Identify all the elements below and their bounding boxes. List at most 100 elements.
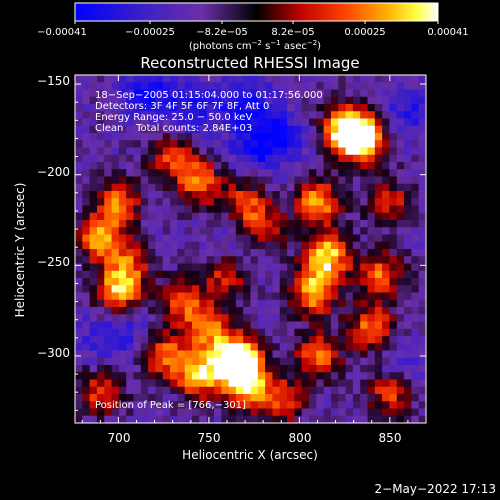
heatmap-cell — [257, 183, 266, 192]
heatmap-cell — [235, 234, 244, 243]
heatmap-cell — [89, 125, 98, 134]
heatmap-cell — [82, 89, 91, 98]
heatmap-cell — [367, 256, 376, 264]
heatmap-cell — [89, 357, 98, 366]
heatmap-cell — [316, 147, 325, 156]
heatmap-cell — [177, 125, 186, 134]
heatmap-cell — [309, 401, 317, 409]
heatmap-cell — [257, 125, 266, 134]
heatmap-cell — [155, 415, 164, 424]
heatmap-cell — [272, 365, 281, 373]
heatmap-cell — [404, 154, 412, 163]
heatmap-cell — [111, 263, 120, 272]
heatmap-cell — [82, 299, 91, 308]
heatmap-cell — [338, 198, 346, 206]
heatmap-cell — [126, 285, 134, 293]
heatmap-cell — [162, 234, 171, 243]
heatmap-cell — [404, 220, 412, 228]
heatmap-cell — [294, 118, 303, 127]
heatmap-cell — [367, 386, 376, 395]
heatmap-cell — [352, 379, 361, 388]
heatmap-cell — [155, 386, 164, 395]
heatmap-cell — [140, 249, 149, 257]
heatmap-cell — [140, 314, 149, 322]
heatmap-cell — [96, 379, 105, 388]
heatmap-cell — [294, 154, 303, 163]
heatmap-cell — [404, 299, 412, 308]
heatmap-cell — [367, 263, 376, 272]
heatmap-cell — [418, 299, 427, 308]
heatmap-cell — [287, 96, 295, 105]
heatmap-cell — [396, 89, 405, 98]
heatmap-cell — [104, 328, 112, 337]
heatmap-cell — [177, 118, 186, 127]
colorbar-unit-label: (photons cm−2 s−1 asec−2) — [189, 39, 321, 52]
heatmap-cell — [316, 314, 325, 322]
heatmap-cell — [382, 299, 390, 308]
heatmap-cell — [367, 372, 376, 380]
heatmap-cell — [257, 379, 266, 388]
heatmap-cell — [301, 415, 310, 424]
heatmap-cell — [352, 234, 361, 243]
heatmap-cell — [279, 285, 288, 293]
heatmap-cell — [374, 169, 383, 177]
heatmap-cell — [235, 183, 244, 192]
heatmap-cell — [323, 89, 332, 98]
heatmap-cell — [126, 111, 134, 119]
heatmap-cell — [75, 75, 83, 83]
y-tick-label-200: −200 — [37, 165, 70, 179]
heatmap-cell — [170, 372, 178, 380]
heatmap-cell — [177, 154, 186, 163]
heatmap-cell — [360, 249, 368, 257]
heatmap-cell — [404, 183, 412, 192]
heatmap-cell — [111, 321, 120, 330]
heatmap-cell — [184, 278, 193, 286]
heatmap-cell — [294, 183, 303, 192]
heatmap-cell — [294, 234, 303, 243]
heatmap-cell — [338, 205, 346, 214]
heatmap-cell — [126, 372, 134, 380]
heatmap-cell — [118, 350, 127, 359]
heatmap-cell — [374, 191, 383, 199]
heatmap-cell — [82, 162, 91, 170]
heatmap-cell — [330, 82, 339, 90]
heatmap-cell — [192, 256, 200, 264]
heatmap-cell — [360, 321, 368, 330]
heatmap-cell — [118, 241, 127, 250]
heatmap-cell — [192, 379, 200, 388]
heatmap-cell — [126, 82, 134, 90]
heatmap-cell — [404, 372, 412, 380]
heatmap-cell — [418, 133, 427, 141]
heatmap-cell — [250, 328, 259, 337]
heatmap-cell — [235, 365, 244, 373]
heatmap-cell — [272, 292, 281, 301]
heatmap-cell — [140, 234, 149, 243]
heatmap-cell — [184, 191, 193, 199]
heatmap-cell — [199, 96, 208, 105]
heatmap-cell — [316, 394, 325, 402]
heatmap-cell — [418, 372, 427, 380]
heatmap-cell — [82, 357, 91, 366]
heatmap-cell — [75, 227, 83, 235]
heatmap-cell — [316, 343, 325, 351]
heatmap-cell — [323, 299, 332, 308]
heatmap-cell — [330, 241, 339, 250]
heatmap-cell — [279, 125, 288, 134]
heatmap-cell — [221, 285, 229, 293]
heatmap-cell — [316, 285, 325, 293]
heatmap-cell — [323, 285, 332, 293]
heatmap-cell — [148, 234, 156, 243]
heatmap-cell — [250, 147, 259, 156]
heatmap-cell — [272, 234, 281, 243]
heatmap-cell — [294, 140, 303, 148]
heatmap-cell — [228, 125, 237, 134]
heatmap-cell — [89, 198, 98, 206]
heatmap-cell — [126, 205, 134, 214]
heatmap-cell — [345, 249, 354, 257]
heatmap-cell — [418, 227, 427, 235]
heatmap-cell — [404, 292, 412, 301]
heatmap-cell — [382, 256, 390, 264]
heatmap-cell — [316, 350, 325, 359]
heatmap-cell — [192, 336, 200, 344]
heatmap-cell — [338, 212, 346, 221]
